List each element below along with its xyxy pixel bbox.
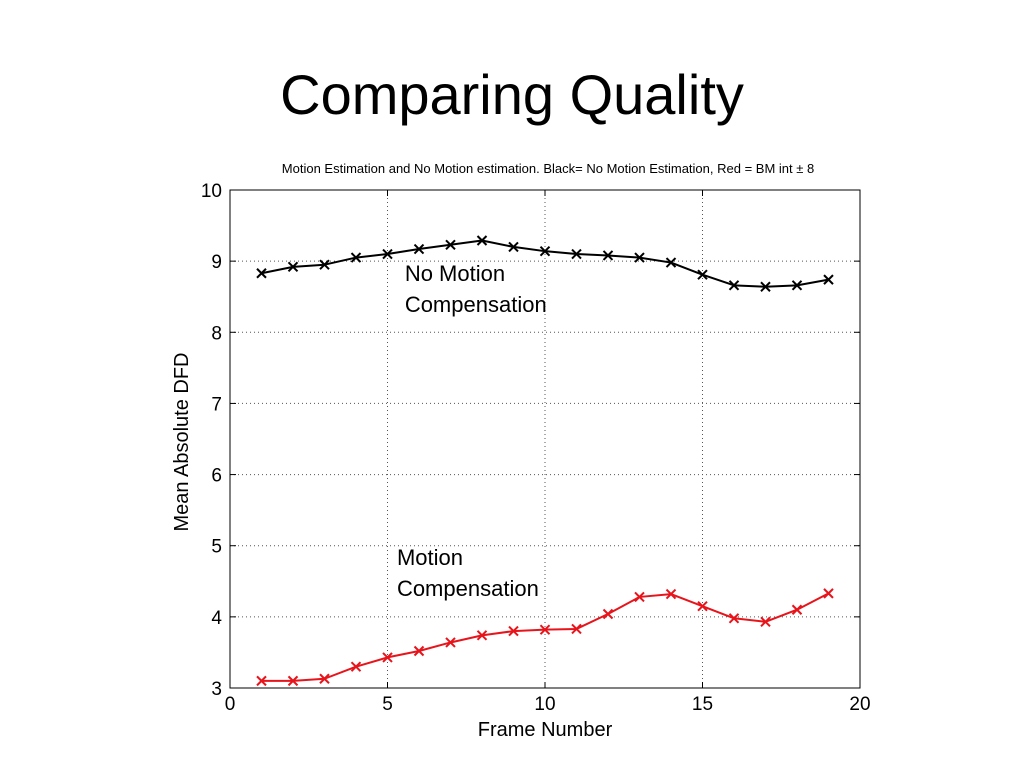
data-point-marker: [539, 245, 551, 257]
data-point-marker: [728, 613, 740, 624]
x-tick-label: 0: [225, 694, 236, 715]
y-tick-label: 3: [211, 679, 222, 700]
data-point-marker: [350, 661, 362, 672]
series-line-0: [261, 239, 829, 288]
grid-lines: [230, 190, 860, 688]
data-point-marker: [634, 591, 645, 603]
slide-title: Comparing Quality: [280, 63, 744, 126]
data-point-marker: [508, 241, 519, 253]
data-point-marker: [319, 259, 330, 270]
data-point-marker: [791, 280, 803, 291]
data-point-marker: [476, 630, 488, 641]
x-tick-label: 5: [382, 694, 393, 715]
y-tick-label: 4: [211, 608, 222, 629]
data-point-marker: [760, 616, 771, 628]
data-point-marker: [823, 274, 834, 285]
data-point-marker: [665, 257, 677, 268]
series-layer: [256, 235, 834, 687]
x-tick-label: 20: [849, 694, 870, 715]
data-point-marker: [823, 588, 834, 599]
y-tick-label: 10: [201, 181, 222, 202]
x-tick-label: 10: [534, 694, 555, 715]
y-tick-label: 8: [211, 323, 222, 344]
data-point-marker: [413, 645, 425, 657]
data-point-marker: [287, 261, 299, 273]
data-point-marker: [256, 268, 267, 279]
x-tick-label: 15: [692, 694, 713, 715]
data-point-marker: [382, 652, 393, 663]
axis-ticks: 0 5 10 15 20 3 4 5 6 7 8 9 10: [201, 181, 871, 715]
data-point-marker: [476, 235, 488, 246]
data-point-marker: [697, 600, 708, 612]
data-point-marker: [382, 248, 393, 260]
annotation-label-0: No Motion Compensation: [405, 261, 547, 317]
data-point-marker: [445, 239, 456, 250]
annotations: No Motion Compensation Motion Compensation: [397, 261, 547, 601]
data-point-marker: [319, 673, 330, 684]
chart-title: Motion Estimation and No Motion estimati…: [282, 161, 814, 176]
data-point-marker: [287, 675, 299, 687]
data-point-marker: [571, 248, 582, 260]
data-point-marker: [539, 624, 551, 635]
data-point-marker: [256, 675, 267, 687]
data-point-marker: [697, 269, 708, 280]
data-point-marker: [350, 252, 362, 263]
data-point-marker: [791, 604, 803, 615]
data-point-marker: [445, 637, 456, 648]
y-tick-label: 7: [211, 394, 222, 415]
data-point-marker: [665, 588, 677, 600]
y-tick-label: 5: [211, 537, 222, 558]
data-point-marker: [728, 280, 740, 291]
y-axis-label: Mean Absolute DFD: [171, 353, 193, 532]
data-point-marker: [602, 608, 614, 620]
x-axis-label: Frame Number: [478, 719, 613, 741]
annotation-label-1: Motion Compensation: [397, 545, 539, 601]
data-point-marker: [760, 281, 771, 292]
data-point-marker: [413, 243, 425, 255]
data-point-marker: [571, 623, 582, 635]
y-tick-label: 6: [211, 466, 222, 487]
data-point-marker: [602, 250, 614, 261]
y-tick-label: 9: [211, 252, 222, 273]
data-point-marker: [508, 625, 519, 637]
data-point-marker: [634, 252, 645, 263]
